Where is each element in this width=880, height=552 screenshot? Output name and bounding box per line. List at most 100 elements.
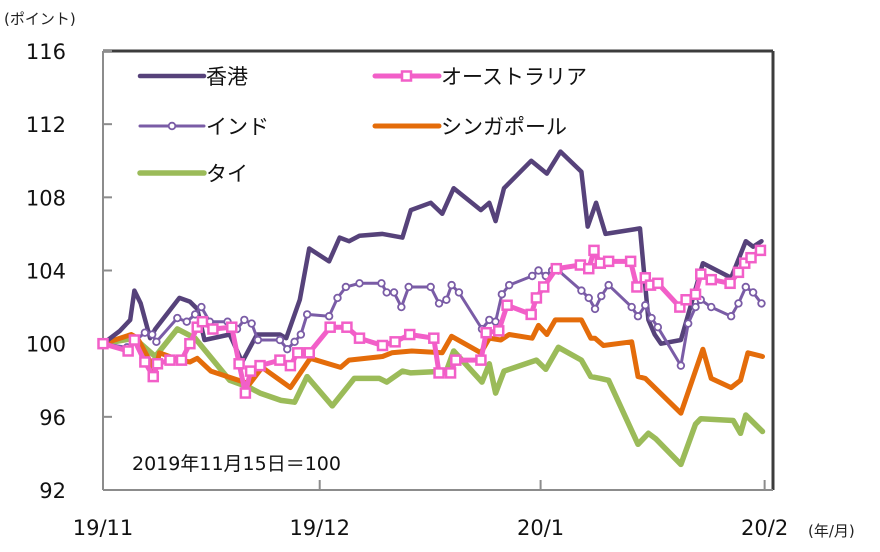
data-point bbox=[734, 299, 743, 308]
data-point bbox=[745, 251, 757, 264]
data-point bbox=[428, 332, 440, 344]
data-point bbox=[397, 302, 406, 312]
data-point bbox=[196, 315, 209, 328]
data-point bbox=[382, 288, 391, 297]
legend-label: タイ bbox=[206, 162, 248, 186]
x-tick-label: 19/11 bbox=[73, 516, 134, 540]
data-point bbox=[641, 301, 650, 310]
data-point bbox=[128, 334, 141, 346]
data-point bbox=[583, 262, 595, 275]
data-point bbox=[139, 356, 151, 368]
data-point bbox=[492, 325, 505, 337]
data-point bbox=[577, 286, 586, 295]
legend-label: オーストラリア bbox=[441, 65, 587, 89]
series-4 bbox=[100, 326, 766, 468]
data-point bbox=[296, 330, 306, 339]
x-tick-label: 20/2 bbox=[741, 516, 788, 540]
x-axis: 19/11 19/12 20/1 20/2 bbox=[73, 480, 788, 540]
legend-item: シンガポール bbox=[372, 115, 567, 139]
series-group bbox=[97, 149, 767, 468]
data-point bbox=[233, 358, 245, 370]
y-tick-label: 96 bbox=[39, 406, 66, 430]
data-point bbox=[152, 337, 161, 347]
data-point bbox=[680, 294, 692, 306]
data-point bbox=[732, 266, 745, 279]
data-point bbox=[689, 288, 702, 301]
data-point bbox=[705, 273, 717, 286]
data-point bbox=[590, 304, 600, 314]
data-point bbox=[333, 293, 342, 303]
series-line bbox=[100, 326, 766, 468]
x-tick-label: 19/12 bbox=[289, 516, 350, 540]
data-point bbox=[724, 277, 736, 290]
data-point bbox=[550, 262, 563, 275]
data-point bbox=[302, 310, 312, 319]
data-point bbox=[754, 244, 767, 257]
data-point bbox=[341, 321, 353, 333]
y-tick-label: 112 bbox=[26, 113, 66, 137]
data-point bbox=[164, 354, 176, 366]
data-point bbox=[376, 339, 389, 352]
data-point bbox=[341, 282, 351, 292]
data-point bbox=[240, 315, 249, 325]
data-point bbox=[151, 358, 164, 370]
data-point bbox=[631, 281, 643, 293]
legend-label: インド bbox=[206, 115, 269, 139]
data-point bbox=[647, 313, 656, 323]
data-point bbox=[274, 354, 286, 366]
legend-item: 香港 bbox=[137, 65, 248, 89]
x-tick-label: 20/1 bbox=[517, 516, 564, 540]
legend-item: インド bbox=[138, 115, 269, 139]
data-point bbox=[404, 282, 413, 292]
data-point bbox=[197, 302, 206, 312]
data-point bbox=[475, 354, 487, 366]
y-tick-label: 104 bbox=[26, 260, 66, 284]
data-point bbox=[207, 323, 219, 335]
data-point bbox=[450, 354, 462, 366]
data-point bbox=[355, 279, 364, 288]
series-1 bbox=[97, 244, 767, 399]
data-point bbox=[97, 337, 109, 350]
data-point bbox=[691, 302, 700, 312]
y-tick-label: 116 bbox=[26, 40, 66, 64]
data-point bbox=[284, 359, 297, 372]
data-point bbox=[444, 367, 457, 379]
data-point bbox=[528, 271, 537, 281]
data-point bbox=[695, 268, 707, 280]
plot-frame bbox=[102, 49, 775, 491]
data-point bbox=[584, 293, 593, 303]
data-point bbox=[173, 313, 182, 323]
data-point bbox=[140, 328, 150, 337]
data-point bbox=[684, 319, 693, 328]
data-point bbox=[597, 291, 606, 301]
data-point bbox=[741, 282, 750, 292]
data-point bbox=[442, 295, 451, 304]
data-point bbox=[303, 347, 315, 359]
data-point bbox=[291, 347, 304, 359]
data-point bbox=[588, 244, 600, 257]
data-point bbox=[676, 361, 686, 370]
data-point bbox=[254, 359, 266, 372]
data-point bbox=[757, 299, 766, 308]
data-point bbox=[433, 367, 445, 379]
data-point bbox=[175, 354, 188, 366]
data-point bbox=[377, 279, 386, 288]
data-point bbox=[122, 345, 134, 357]
data-point bbox=[537, 281, 550, 293]
legend-item: タイ bbox=[137, 162, 248, 186]
data-point bbox=[353, 332, 366, 344]
data-point bbox=[324, 321, 336, 333]
data-point bbox=[447, 280, 456, 290]
data-point bbox=[434, 299, 444, 308]
data-point bbox=[253, 335, 263, 345]
data-point bbox=[652, 277, 664, 290]
data-point bbox=[748, 288, 758, 297]
y-axis: 92 96 100 104 108 112 116 bbox=[26, 40, 112, 503]
base-date-note: 2019年11月15日＝100 bbox=[132, 453, 341, 475]
data-point bbox=[530, 292, 543, 304]
data-point bbox=[653, 323, 663, 332]
data-point bbox=[290, 337, 299, 347]
y-tick-label: 92 bbox=[39, 479, 66, 503]
